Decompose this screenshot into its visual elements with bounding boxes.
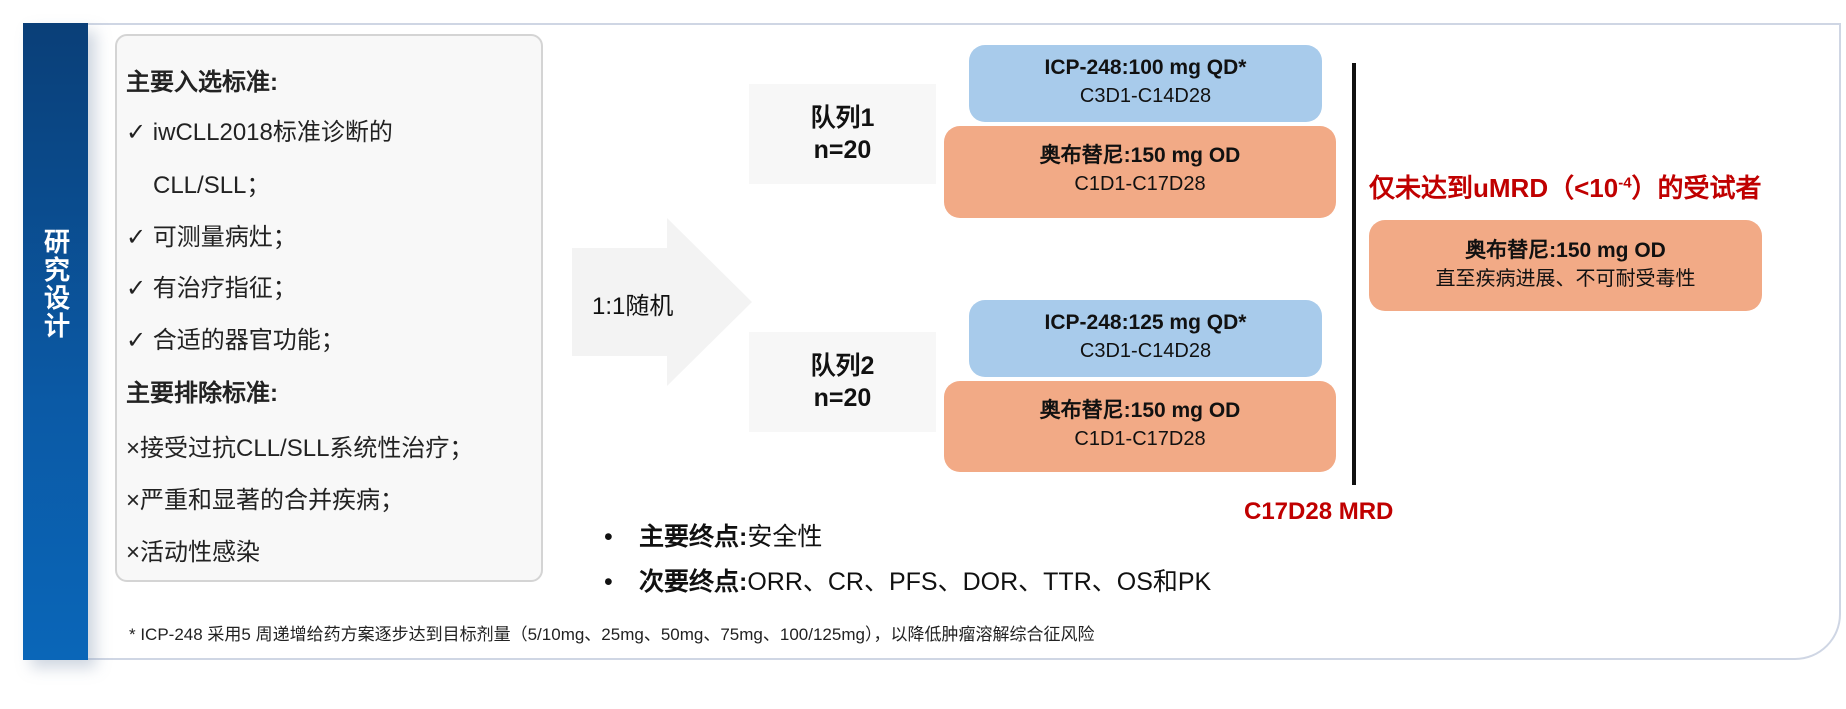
heading-pre: 仅未达到uMRD（<10 <box>1369 173 1619 203</box>
cohort-name: 队列2 <box>810 352 875 380</box>
schedule: C1D1-C17D28 <box>1074 173 1206 195</box>
inclusion-item: ✓ 合适的器官功能； <box>126 327 345 354</box>
dose: 奥布替尼:150 mg OD <box>1039 399 1241 422</box>
schedule: C1D1-C17D28 <box>1074 428 1206 450</box>
bullet-icon: • <box>604 568 613 596</box>
endpoint-label: 主要终点: <box>639 523 748 551</box>
exclusion-item: ×活动性感染 <box>126 539 261 566</box>
schedule: C3D1-C14D28 <box>1079 85 1212 107</box>
inclusion-item: ✓ 有治疗指征； <box>126 275 297 302</box>
maintenance-heading: 仅未达到uMRD（<10-4）的受试者 <box>1369 168 1762 205</box>
cohort-2-label: 队列2 n=20 <box>749 332 936 432</box>
dose: ICP-248:100 mg QD* <box>1044 56 1247 79</box>
inclusion-item: CLL/SLL； <box>153 172 271 199</box>
cohort-n: n=20 <box>813 136 872 164</box>
endpoint-value: 安全性 <box>747 523 823 551</box>
exclusion-heading: 主要排除标准: <box>126 380 278 407</box>
exclusion-item: ×严重和显著的合并疾病； <box>126 487 405 514</box>
randomization-label: 1:1随机 <box>592 293 674 320</box>
dose: 奥布替尼:150 mg OD <box>1039 144 1241 167</box>
endpoint-value: ORR、CR、PFS、DOR、TTR、OS和PK <box>747 568 1212 596</box>
cohort-2-icp-box: ICP-248:125 mg QD* C3D1-C14D28 <box>969 300 1322 377</box>
criteria-panel <box>115 34 543 582</box>
inclusion-heading: 主要入选标准: <box>126 69 278 96</box>
heading-post: ）的受试者 <box>1631 173 1762 203</box>
schedule: C3D1-C14D28 <box>1079 340 1212 362</box>
endpoint-secondary: • 次要终点:ORR、CR、PFS、DOR、TTR、OS和PK <box>604 562 1211 598</box>
cohort-1-icp-box: ICP-248:100 mg QD* C3D1-C14D28 <box>969 45 1322 122</box>
duration: 直至疾病进展、不可耐受毒性 <box>1435 268 1696 290</box>
endpoint-label: 次要终点: <box>639 568 748 596</box>
side-title: 研究设计 <box>40 228 71 340</box>
footnote: * ICP-248 采用5 周递增给药方案逐步达到目标剂量（5/10mg、25m… <box>129 625 1095 644</box>
sidebar-bar <box>23 23 88 660</box>
endpoint-primary: • 主要终点:安全性 <box>604 517 822 553</box>
inclusion-item: ✓ 可测量病灶； <box>126 224 297 251</box>
inclusion-item: ✓ iwCLL2018标准诊断的 <box>126 119 393 146</box>
dose: ICP-248:125 mg QD* <box>1044 311 1247 334</box>
dose: 奥布替尼:150 mg OD <box>1465 239 1666 262</box>
cohort-name: 队列1 <box>810 104 875 132</box>
bullet-icon: • <box>604 523 613 551</box>
maintenance-box: 奥布替尼:150 mg OD 直至疾病进展、不可耐受毒性 <box>1369 220 1762 311</box>
heading-sup: -4 <box>1618 174 1632 192</box>
mrd-timeline-divider <box>1352 63 1356 485</box>
slide-frame <box>23 23 1841 660</box>
exclusion-item: ×接受过抗CLL/SLL系统性治疗； <box>126 435 474 462</box>
randomization-arrow <box>572 218 752 386</box>
mrd-timepoint-label: C17D28 MRD <box>1244 498 1394 525</box>
cohort-1-obinutinib-box: 奥布替尼:150 mg OD C1D1-C17D28 <box>944 126 1336 218</box>
cohort-2-obinutinib-box: 奥布替尼:150 mg OD C1D1-C17D28 <box>944 381 1336 472</box>
cohort-1-label: 队列1 n=20 <box>749 84 936 184</box>
cohort-n: n=20 <box>813 384 872 412</box>
